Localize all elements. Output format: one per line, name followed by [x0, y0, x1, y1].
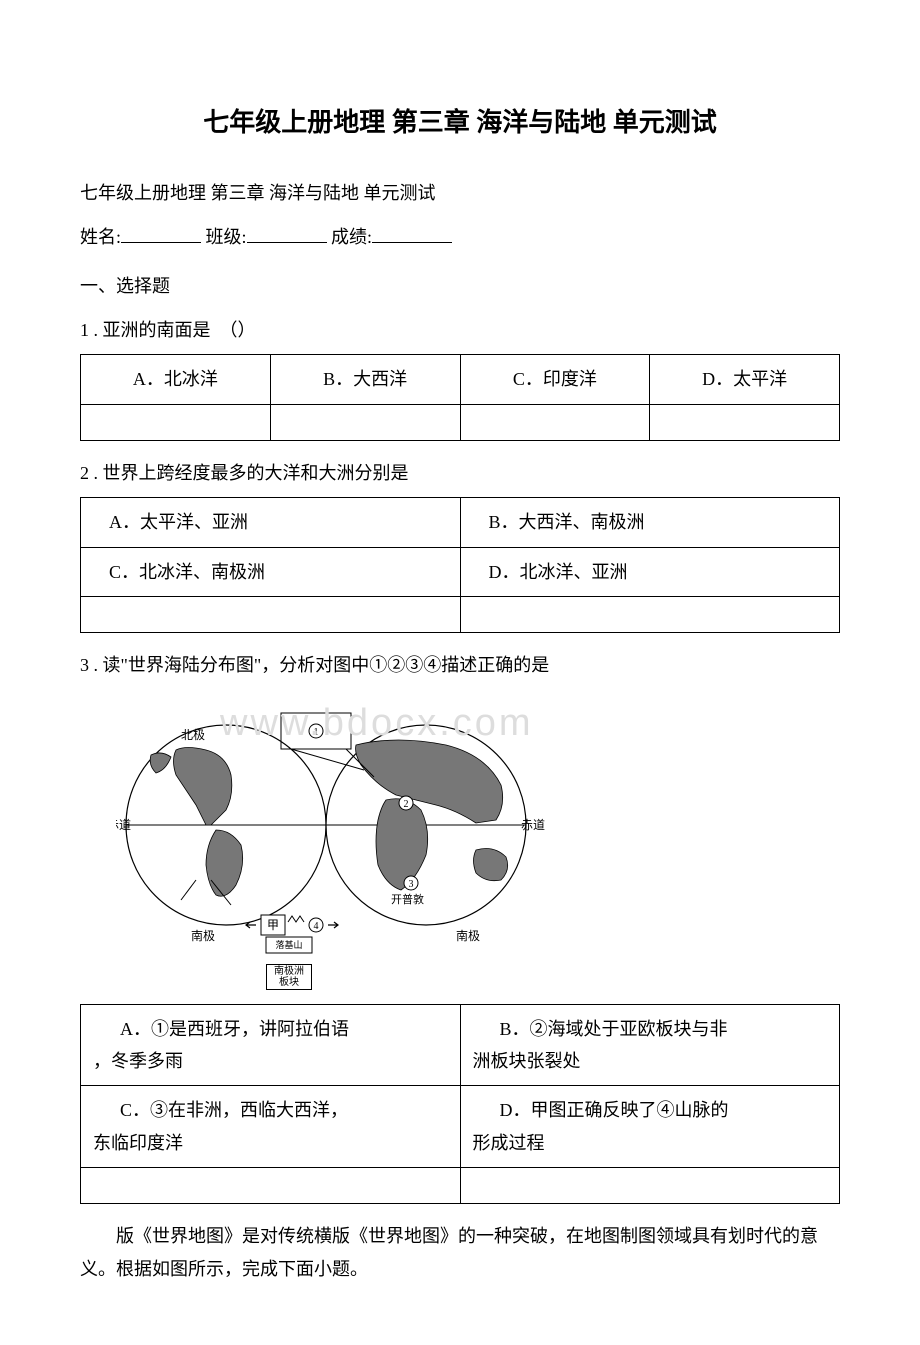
nanji-plate-label: 南极洲板块	[266, 964, 312, 990]
footer-paragraph: 版《世界地图》是对传统横版《世界地图》的一种突破，在地图制图领域具有划时代的意义…	[80, 1220, 840, 1285]
score-blank[interactable]	[372, 225, 452, 243]
table-row: C．③在非洲，西临大西洋， 东临印度洋 D．甲图正确反映了④山脉的 形成过程	[81, 1086, 840, 1168]
marker-2-text: 2	[404, 799, 409, 810]
q1-option-c[interactable]: C．印度洋	[460, 355, 650, 404]
kaipu-label: 开普敦	[391, 892, 424, 906]
q1-text: 1 . 亚洲的南面是 （）	[80, 314, 840, 346]
q2-option-b[interactable]: B．大西洋、南极洲	[460, 498, 840, 547]
score-label: 成绩:	[331, 227, 372, 247]
table-row: C．北冰洋、南极洲 D．北冰洋、亚洲	[81, 547, 840, 596]
nanji-left-label: 南极	[191, 928, 215, 943]
table-row: A．北冰洋 B．大西洋 C．印度洋 D．太平洋	[81, 355, 840, 404]
empty-cell	[81, 1168, 461, 1204]
beiji-left-label: 北极	[181, 728, 205, 742]
name-label: 姓名:	[80, 227, 121, 247]
nanji-right-label: 南极	[456, 928, 480, 943]
chidao-right-label: 赤道	[521, 818, 545, 832]
name-blank[interactable]	[121, 225, 201, 243]
q2-options-table: A．太平洋、亚洲 B．大西洋、南极洲 C．北冰洋、南极洲 D．北冰洋、亚洲	[80, 497, 840, 633]
arrow-right-icon	[328, 922, 338, 928]
q2-text: 2 . 世界上跨经度最多的大洋和大洲分别是	[80, 457, 840, 489]
q3-options-table: A．①是西班牙，讲阿拉伯语 ，冬季多雨 B．②海域处于亚欧板块与非 洲板块张裂处…	[80, 1004, 840, 1205]
class-label: 班级:	[206, 227, 247, 247]
empty-cell	[460, 404, 650, 440]
table-row: A．太平洋、亚洲 B．大西洋、南极洲	[81, 498, 840, 547]
empty-cell	[650, 404, 840, 440]
q2-option-a[interactable]: A．太平洋、亚洲	[81, 498, 461, 547]
page-title: 七年级上册地理 第三章 海洋与陆地 单元测试	[80, 100, 840, 147]
q3-option-c[interactable]: C．③在非洲，西临大西洋， 东临印度洋	[81, 1086, 461, 1168]
marker-1-text: 1	[314, 727, 319, 738]
class-blank[interactable]	[247, 225, 327, 243]
subtitle: 七年级上册地理 第三章 海洋与陆地 单元测试	[80, 177, 840, 209]
empty-cell	[81, 596, 461, 632]
q3-text: 3 . 读"世界海陆分布图"，分析对图中①②③④描述正确的是	[80, 649, 840, 681]
q2-option-c[interactable]: C．北冰洋、南极洲	[81, 547, 461, 596]
chidao-label: 赤道	[116, 818, 131, 832]
q1-option-a[interactable]: A．北冰洋	[81, 355, 271, 404]
empty-cell	[81, 404, 271, 440]
marker-4-text: 4	[314, 921, 319, 932]
luoji-label: 落基山	[275, 939, 302, 950]
marker-3-text: 3	[409, 879, 414, 890]
empty-cell	[270, 404, 460, 440]
q3-option-d[interactable]: D．甲图正确反映了④山脉的 形成过程	[460, 1086, 840, 1168]
empty-cell	[460, 1168, 840, 1204]
q3-option-a[interactable]: A．①是西班牙，讲阿拉伯语 ，冬季多雨	[81, 1004, 461, 1086]
q3-option-b[interactable]: B．②海域处于亚欧板块与非 洲板块张裂处	[460, 1004, 840, 1086]
q1-options-table: A．北冰洋 B．大西洋 C．印度洋 D．太平洋	[80, 354, 840, 440]
table-row: A．①是西班牙，讲阿拉伯语 ，冬季多雨 B．②海域处于亚欧板块与非 洲板块张裂处	[81, 1004, 840, 1086]
section-label: 一、选择题	[80, 270, 840, 302]
table-row	[81, 596, 840, 632]
mountain-icon	[288, 916, 304, 922]
jia-label: 甲	[267, 918, 279, 932]
map-figure: 1 2 3 甲 4 落基山 北极 赤	[116, 695, 840, 989]
table-row	[81, 404, 840, 440]
table-row	[81, 1168, 840, 1204]
form-line: 姓名: 班级: 成绩:	[80, 221, 840, 253]
q2-option-d[interactable]: D．北冰洋、亚洲	[460, 547, 840, 596]
q1-option-b[interactable]: B．大西洋	[270, 355, 460, 404]
empty-cell	[460, 596, 840, 632]
q1-option-d[interactable]: D．太平洋	[650, 355, 840, 404]
